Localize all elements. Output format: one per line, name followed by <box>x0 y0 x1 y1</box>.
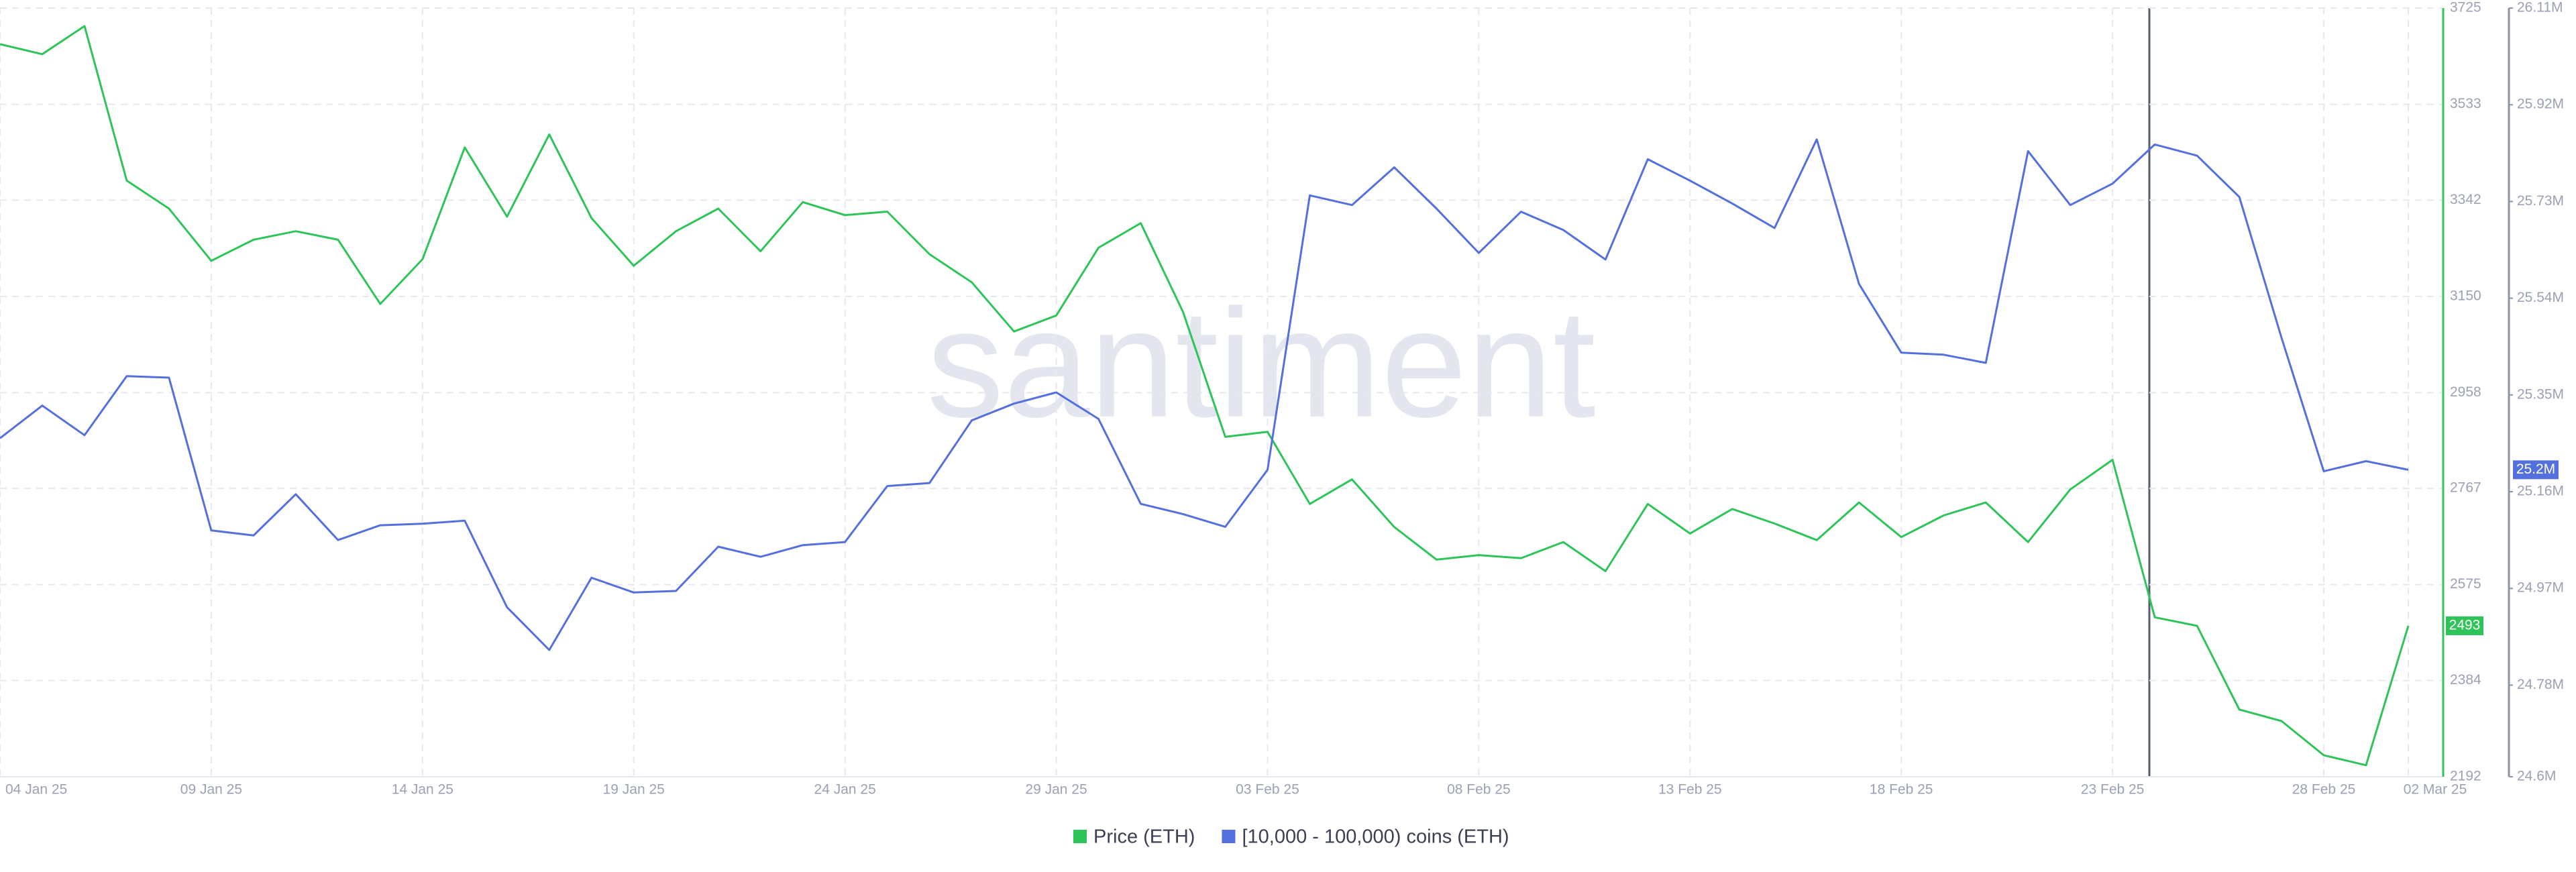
x-tick-label: 02 Mar 25 <box>2404 782 2467 798</box>
x-tick-label: 24 Jan 25 <box>814 782 876 798</box>
x-tick-label: 04 Jan 25 <box>5 782 67 798</box>
watermark: santiment <box>926 277 1595 449</box>
legend-swatch <box>1222 830 1236 843</box>
value-label: 2493 <box>2449 618 2481 633</box>
y-tick-label: 3342 <box>2450 192 2481 207</box>
legend-label: [10,000 - 100,000) coins (ETH) <box>1242 826 1509 848</box>
x-tick-label: 03 Feb 25 <box>1236 782 1299 798</box>
legend-label: Price (ETH) <box>1093 826 1195 848</box>
x-tick-label: 08 Feb 25 <box>1447 782 1511 798</box>
y2-tick-label: 25.92M <box>2517 97 2564 112</box>
y-tick-label: 2384 <box>2450 672 2481 688</box>
y2-tick-label: 24.97M <box>2517 580 2564 596</box>
x-tick-label: 18 Feb 25 <box>1870 782 1933 798</box>
y2-tick-label: 25.73M <box>2517 193 2564 209</box>
x-tick-label: 28 Feb 25 <box>2292 782 2356 798</box>
y2-tick-label: 25.16M <box>2517 484 2564 499</box>
y2-tick-label: 25.35M <box>2517 386 2564 402</box>
legend-swatch <box>1073 830 1087 843</box>
y-tick-label: 2767 <box>2450 480 2481 496</box>
x-tick-label: 29 Jan 25 <box>1025 782 1087 798</box>
y-tick-label: 3725 <box>2450 0 2481 15</box>
y-tick-label: 2575 <box>2450 576 2481 592</box>
value-badge <box>2446 616 2483 635</box>
y-tick-label: 2958 <box>2450 384 2481 400</box>
series-line <box>0 138 2409 651</box>
series-line <box>0 25 2410 767</box>
x-tick-label: 09 Jan 25 <box>180 782 242 798</box>
value-label: 25.2M <box>2516 461 2555 477</box>
x-tick-label: 19 Jan 25 <box>603 782 665 798</box>
y-tick-label: 3533 <box>2450 96 2481 111</box>
y-tick-label: 2192 <box>2450 769 2481 784</box>
x-tick-label: 14 Jan 25 <box>392 782 453 798</box>
y2-tick-label: 24.6M <box>2517 769 2556 784</box>
x-tick-label: 23 Feb 25 <box>2081 782 2145 798</box>
x-tick-label: 13 Feb 25 <box>1658 782 1722 798</box>
y-tick-label: 3150 <box>2450 288 2481 303</box>
y2-tick-label: 24.78M <box>2517 677 2564 692</box>
legend: Price (ETH) [10,000 - 100,000) coins (ETH… <box>1073 826 1509 848</box>
value-badge <box>2513 460 2559 480</box>
y2-tick-label: 26.11M <box>2517 0 2563 15</box>
y2-tick-label: 25.54M <box>2517 290 2564 305</box>
